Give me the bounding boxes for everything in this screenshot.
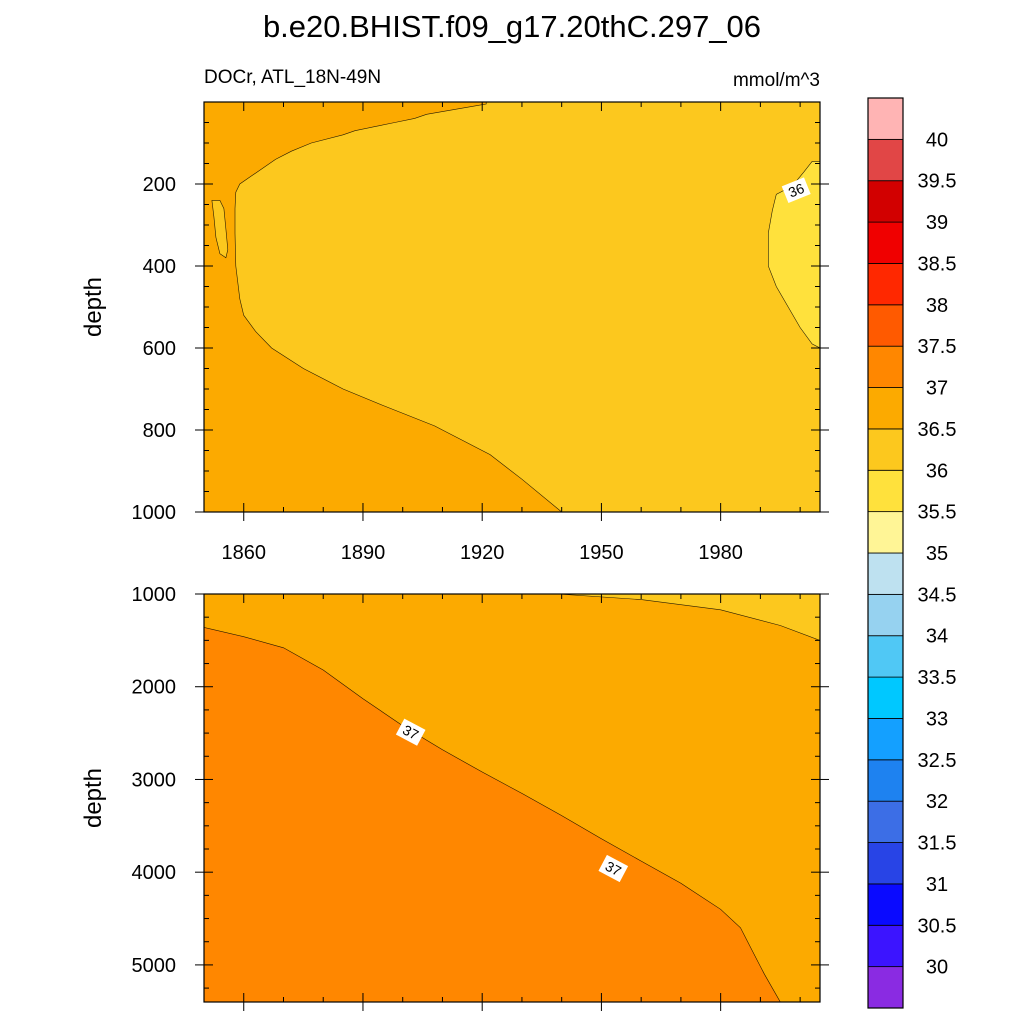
colorbar-swatch [867,924,904,968]
contour-label-text: 37 [400,721,421,743]
colorbar-swatch [867,511,904,554]
colorbar-tick-label: 31 [926,874,948,896]
colorbar-tick-label: 31.5 [918,833,957,855]
panel-upper: 36 1860 1890 1920 1950 1980 200 400 600 800 1000 de… [80,101,829,564]
panel-lower-field: 37 37 [204,594,820,1002]
colorbar-swatch [867,718,904,761]
y-tick-label: 1000 [132,584,177,606]
colorbar-tick-label: 34.5 [918,584,957,606]
colorbar-swatch [867,304,904,347]
colorbar-tick-label: 33 [926,709,948,731]
chart-title: b.e20.BHIST.f09_g17.20thC.297_06 [263,9,761,44]
y-axis-label: depth [80,277,107,337]
colorbar-swatch [867,800,904,843]
colorbar-tick-label: 35 [926,543,948,565]
y-tick-label: 3000 [132,769,177,791]
panel-lower: 37 37 1000 2000 3000 4000 5000 depth [80,584,829,1011]
upper-region-35.5-36 [767,161,820,349]
colorbar-tick-label: 38 [926,295,948,317]
colorbar-swatch [867,593,904,637]
colorbar-swatch [867,97,904,140]
y-axis-label: depth [80,768,107,828]
y-tick-label: 400 [143,256,176,278]
colorbar-swatch [867,428,904,471]
colorbar-swatch [867,138,904,182]
colorbar-swatch [867,759,904,802]
y-tick-label: 1000 [132,502,177,524]
x-tick-label: 1950 [579,542,624,564]
colorbar-swatch [867,676,904,719]
panel-upper-ticks [195,101,829,521]
y-tick-label: 4000 [132,862,177,884]
colorbar-swatch [867,842,904,885]
y-tick-label: 600 [143,338,176,360]
colorbar-tick-label: 34 [926,626,948,648]
contour-label-lower-1: 37 [598,854,629,883]
contour-label-upper-0: 36 [781,177,811,204]
x-tick-label: 1890 [341,542,386,564]
colorbar-swatch [867,387,904,430]
colorbar-tick-label: 40 [926,129,948,151]
panel-lower-ticks [195,593,829,1011]
colorbar-swatch [867,966,904,1009]
colorbar-swatch [867,263,904,306]
x-tick-label: 1860 [221,542,266,564]
colorbar-tick-label: 30.5 [918,915,957,937]
x-tick-label: 1920 [460,542,505,564]
colorbar-tick-label: 38.5 [918,254,957,276]
colorbar-tick-label: 33.5 [918,667,957,689]
colorbar-tick-label: 36 [926,460,948,482]
colorbar-swatch [867,180,904,223]
y-tick-label: 800 [143,420,176,442]
colorbar-tick-label: 37 [926,378,948,400]
colorbar-swatch [867,552,904,595]
colorbar-swatch [867,469,904,513]
colorbar-tick-label: 32.5 [918,750,957,772]
colorbar-swatch [867,221,904,264]
y-tick-label: 5000 [132,955,177,977]
colorbar-frame [867,97,904,1009]
panel-lower-frame [203,593,821,1003]
x-tick-label: 1980 [698,542,743,564]
lower-region-37-37.5 [204,627,781,1002]
panels-group: 36 1860 1890 1920 1950 1980 200 400 600 800 1000 de… [80,101,829,1011]
contour-label-lower-0: 37 [395,718,426,746]
colorbar-tick-label: 35.5 [918,502,957,524]
contour-label-text: 36 [786,180,807,201]
y-tick-label: 200 [143,174,176,196]
colorbar-tick-label: 39.5 [918,171,957,193]
upper-region-36-36.5 [234,102,820,512]
colorbar-swatch [867,635,904,678]
y-tick-label: 2000 [132,677,177,699]
upper-region-edge-pocket [211,200,229,259]
units-label: mmol/m^3 [733,70,820,91]
panel-upper-field: 36 [204,102,820,512]
colorbar-tick-label: 37.5 [918,336,957,358]
colorbar-tick-label: 32 [926,791,948,813]
contour-label-text: 37 [603,858,624,880]
colorbar-swatch [867,345,904,388]
colorbar-swatch [867,883,904,926]
colorbar-tick-label: 30 [926,957,948,979]
lower-region-36-36.5-top [557,594,820,641]
colorbar-tick-label: 36.5 [918,419,957,441]
colorbar-tick-label: 39 [926,212,948,234]
variable-region-label: DOCr, ATL_18N-49N [204,67,381,88]
colorbar: 30 30.5 31 31.5 32 32.5 33 33.5 34 34.5 35 35.5 36 36… [867,97,957,1009]
